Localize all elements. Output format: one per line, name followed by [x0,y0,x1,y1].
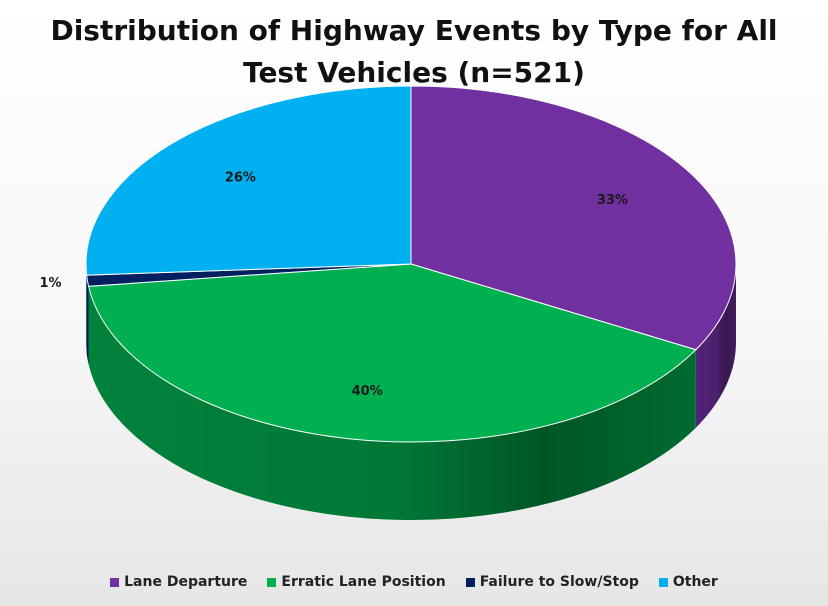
pie-side-shade-other [86,264,87,354]
pie-slice-lane-departure [410,85,737,351]
data-label-erratic-lane-position: 40% [352,384,383,399]
pie-slice-other [85,85,412,276]
pie-top-faces [85,85,737,443]
legend-swatch [465,577,475,587]
legend-item-erratic-lane-position: Erratic Lane Position [267,574,446,590]
legend-label: Other [672,574,718,590]
chart-legend: Lane Departure Erratic Lane Position Fai… [0,574,828,590]
pie-slice-erratic-lane-position [87,263,697,443]
chart-title-line-1: Distribution of Highway Events by Type f… [50,14,778,47]
legend-label: Failure to Slow/Stop [479,574,639,590]
pie-side-shade-failure-to-slow-stop [86,275,89,365]
data-label-lane-departure: 33% [597,193,628,208]
legend-swatch [658,577,668,587]
legend-swatch [267,577,277,587]
pie-side-shade-lane-departure [695,264,736,428]
chart-title: Distribution of Highway Events by Type f… [0,10,828,94]
data-label-failure-to-slow-stop: 1% [39,276,61,291]
data-label-other: 26% [225,170,256,185]
pie-data-labels: 33% 40% 1% 26% [39,170,627,399]
pie-side-walls [86,264,736,521]
legend-swatch [110,577,120,587]
pie-side-shade-erratic-lane-position [88,286,696,521]
legend-label: Erratic Lane Position [281,574,446,590]
legend-item-lane-departure: Lane Departure [110,574,247,590]
chart-title-line-2: Test Vehicles (n=521) [243,56,585,89]
legend-item-failure-to-slow-stop: Failure to Slow/Stop [465,574,639,590]
legend-item-other: Other [658,574,718,590]
legend-label: Lane Departure [124,574,248,590]
